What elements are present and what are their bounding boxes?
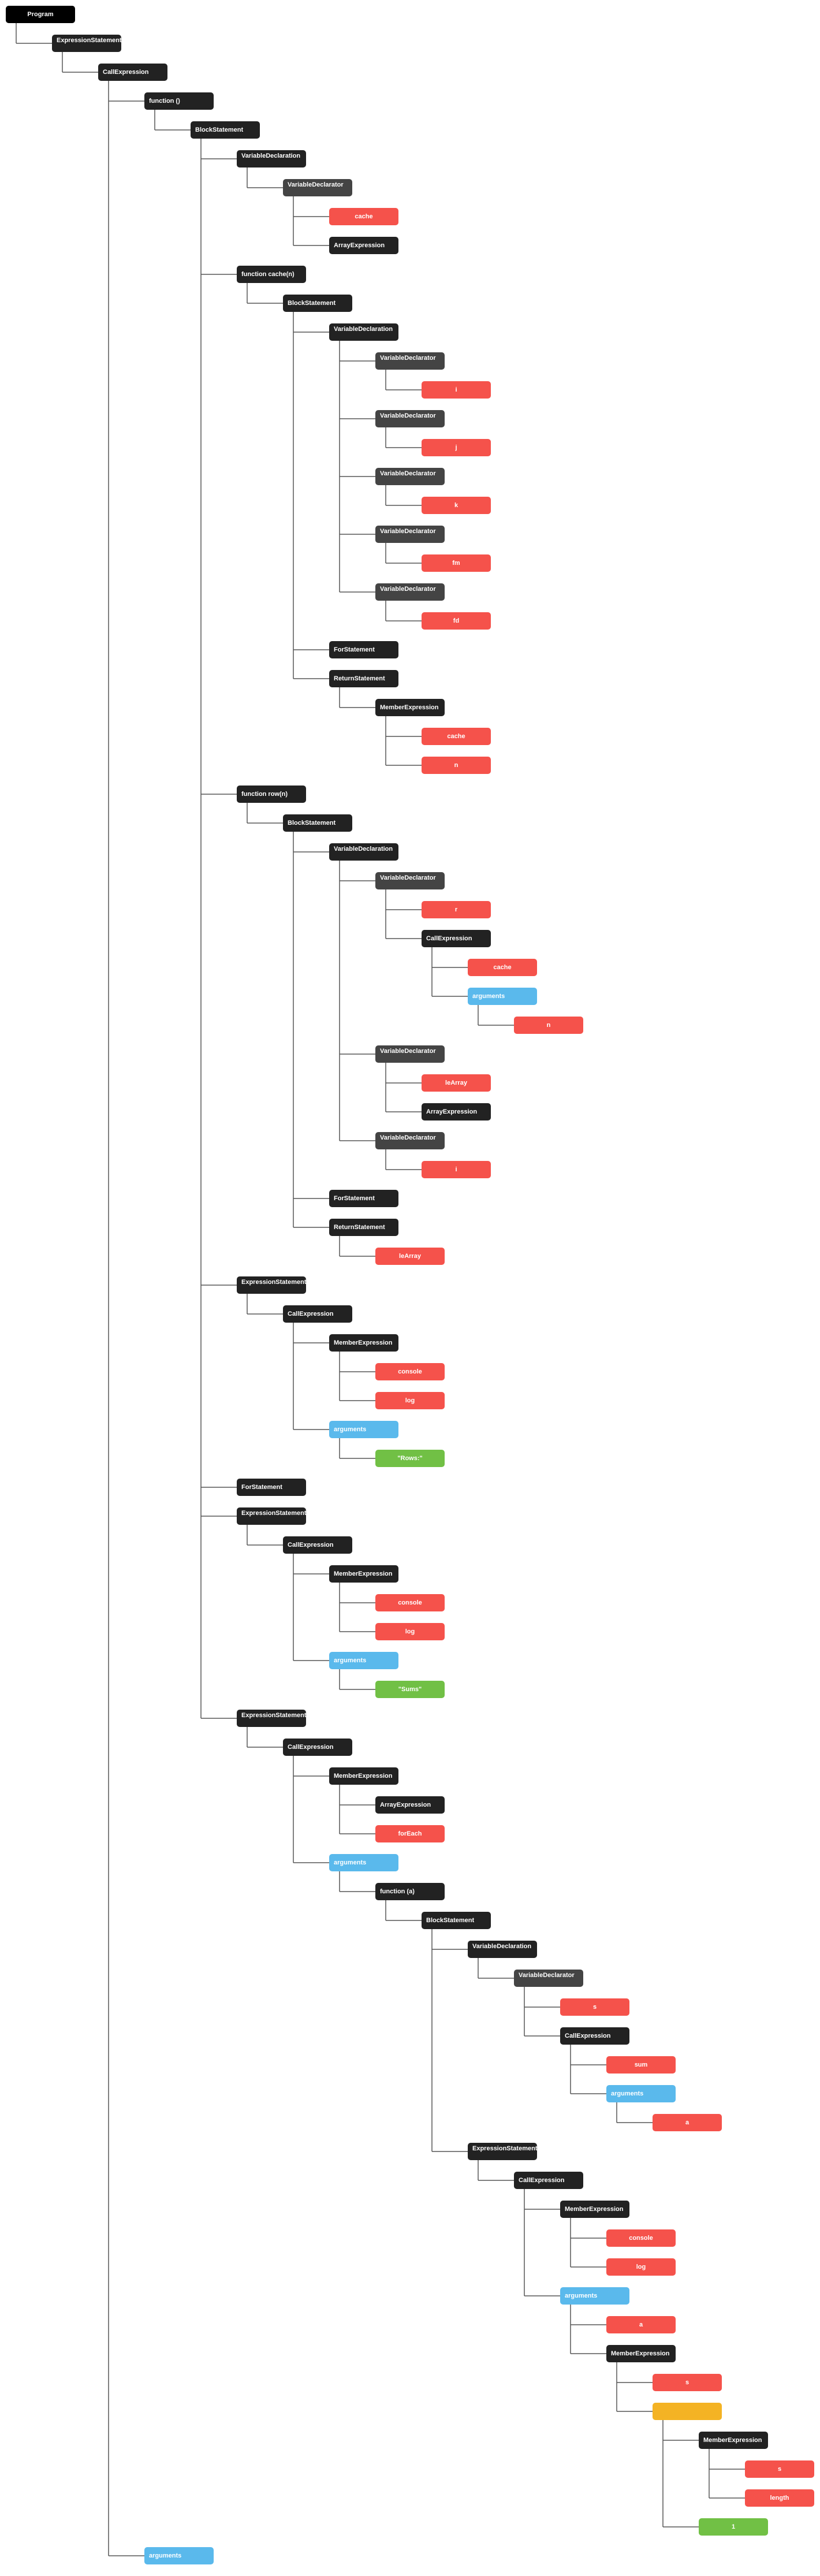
node-s: s	[745, 2460, 814, 2478]
node-empty	[653, 2403, 722, 2420]
node-s: s	[560, 1998, 629, 2016]
node-blockstatement: BlockStatement	[283, 295, 352, 312]
node-arguments: arguments	[329, 1854, 398, 1871]
node-forstatement: ForStatement	[329, 1190, 398, 1207]
node-arguments: arguments	[329, 1652, 398, 1669]
node-expressionstatement: ExpressionStatement	[468, 2143, 537, 2160]
node-a: a	[653, 2114, 722, 2131]
node-k: k	[422, 497, 491, 514]
node-callexpression: CallExpression	[98, 64, 167, 81]
node-returnstatement: ReturnStatement	[329, 670, 398, 687]
node-variabledeclarator: VariableDeclarator	[375, 410, 445, 427]
node-variabledeclarator: VariableDeclarator	[375, 583, 445, 601]
node-arguments: arguments	[144, 2547, 214, 2564]
node-log: log	[606, 2258, 676, 2276]
node-function-row-n: function row(n)	[237, 786, 306, 803]
node-variabledeclarator: VariableDeclarator	[283, 179, 352, 196]
node-variabledeclarator: VariableDeclarator	[375, 1045, 445, 1063]
node-n: n	[514, 1017, 583, 1034]
node-memberexpression: MemberExpression	[699, 2432, 768, 2449]
node-console: console	[375, 1594, 445, 1611]
node-returnstatement: ReturnStatement	[329, 1219, 398, 1236]
node-callexpression: CallExpression	[422, 930, 491, 947]
node-blockstatement: BlockStatement	[283, 814, 352, 832]
node-variabledeclarator: VariableDeclarator	[375, 1132, 445, 1149]
node-expressionstatement: ExpressionStatement	[237, 1710, 306, 1727]
node-function-cache-n: function cache(n)	[237, 266, 306, 283]
node-callexpression: CallExpression	[283, 1305, 352, 1323]
node-i: i	[422, 381, 491, 399]
node-length: length	[745, 2489, 814, 2507]
node-cache: cache	[329, 208, 398, 225]
node-callexpression: CallExpression	[514, 2172, 583, 2189]
node-variabledeclaration: VariableDeclaration	[329, 323, 398, 341]
node-expressionstatement: ExpressionStatement	[237, 1276, 306, 1294]
node-learray: leArray	[422, 1074, 491, 1092]
node-foreach: forEach	[375, 1825, 445, 1842]
node-fm: fm	[422, 554, 491, 572]
node-variabledeclarator: VariableDeclarator	[514, 1970, 583, 1987]
node-j: j	[422, 439, 491, 456]
node-variabledeclarator: VariableDeclarator	[375, 872, 445, 889]
node-arrayexpression: ArrayExpression	[422, 1103, 491, 1121]
node-memberexpression: MemberExpression	[560, 2201, 629, 2218]
node-rows: "Rows:"	[375, 1450, 445, 1467]
node-callexpression: CallExpression	[283, 1536, 352, 1554]
node-sum: sum	[606, 2056, 676, 2074]
node-blockstatement: BlockStatement	[422, 1912, 491, 1929]
node-console: console	[375, 1363, 445, 1380]
node-variabledeclaration: VariableDeclaration	[329, 843, 398, 861]
node-expressionstatement: ExpressionStatement	[52, 35, 121, 52]
node-variabledeclarator: VariableDeclarator	[375, 352, 445, 370]
node-memberexpression: MemberExpression	[606, 2345, 676, 2362]
node-arguments: arguments	[560, 2287, 629, 2305]
node-cache: cache	[422, 728, 491, 745]
node-cache: cache	[468, 959, 537, 976]
node-forstatement: ForStatement	[237, 1479, 306, 1496]
node-fd: fd	[422, 612, 491, 630]
node-learray: leArray	[375, 1248, 445, 1265]
node-r: r	[422, 901, 491, 918]
node-variabledeclarator: VariableDeclarator	[375, 468, 445, 485]
node-forstatement: ForStatement	[329, 641, 398, 658]
node-expressionstatement: ExpressionStatement	[237, 1507, 306, 1525]
node-1: 1	[699, 2518, 768, 2536]
node-arrayexpression: ArrayExpression	[375, 1796, 445, 1814]
node-log: log	[375, 1623, 445, 1640]
node-variabledeclaration: VariableDeclaration	[468, 1941, 537, 1958]
node-arrayexpression: ArrayExpression	[329, 237, 398, 254]
node-program: Program	[6, 6, 75, 23]
node-memberexpression: MemberExpression	[329, 1334, 398, 1352]
node-variabledeclaration: VariableDeclaration	[237, 150, 306, 167]
node-callexpression: CallExpression	[560, 2027, 629, 2045]
node-memberexpression: MemberExpression	[329, 1767, 398, 1785]
node-sums: "Sums"	[375, 1681, 445, 1698]
node-arguments: arguments	[606, 2085, 676, 2102]
node-console: console	[606, 2229, 676, 2247]
node-memberexpression: MemberExpression	[375, 699, 445, 716]
node-n: n	[422, 757, 491, 774]
node-variabledeclarator: VariableDeclarator	[375, 526, 445, 543]
node-function-a: function (a)	[375, 1883, 445, 1900]
node-callexpression: CallExpression	[283, 1739, 352, 1756]
node-arguments: arguments	[468, 988, 537, 1005]
node-log: log	[375, 1392, 445, 1409]
node-arguments: arguments	[329, 1421, 398, 1438]
node-function: function ()	[144, 92, 214, 110]
node-blockstatement: BlockStatement	[191, 121, 260, 139]
node-i: i	[422, 1161, 491, 1178]
node-s: s	[653, 2374, 722, 2391]
node-memberexpression: MemberExpression	[329, 1565, 398, 1583]
node-a: a	[606, 2316, 676, 2333]
